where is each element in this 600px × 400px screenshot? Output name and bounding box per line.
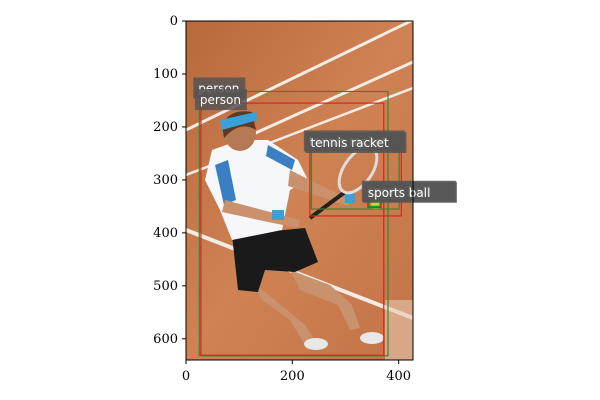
- x-axis: 0 200 400: [182, 360, 411, 384]
- detection-label-text: person: [200, 93, 241, 107]
- y-tick-label: 200: [153, 120, 178, 135]
- court-line: [186, 21, 413, 132]
- player-shorts: [232, 228, 318, 292]
- shirt-stripe: [215, 160, 236, 205]
- court-line: [239, 60, 413, 142]
- player-leg: [250, 280, 318, 350]
- y-axis: 0 100 200 300 400 500 600: [153, 14, 186, 347]
- x-tick-label: 400: [386, 369, 411, 384]
- shoe: [360, 332, 384, 344]
- axes-frame: [185, 20, 414, 361]
- detection-label-bg: [362, 181, 457, 203]
- detection-label-text: sports ball: [368, 186, 431, 200]
- detection-label-text: tennis racket: [310, 136, 388, 150]
- y-tick-label: 300: [153, 173, 178, 188]
- y-tick-label: 0: [170, 14, 178, 29]
- shoe: [304, 338, 328, 350]
- player-arm: [222, 200, 300, 228]
- detection-label-bg: [305, 132, 407, 154]
- detection-label: person: [194, 89, 247, 111]
- shirt-stripe: [266, 145, 295, 170]
- light-patch: [385, 300, 413, 360]
- wristband: [345, 193, 355, 203]
- headband: [220, 112, 258, 130]
- y-tick-label: 600: [153, 332, 178, 347]
- player: [205, 111, 384, 350]
- x-tick-label: 0: [182, 369, 190, 384]
- player-arm: [288, 170, 350, 206]
- wristband: [272, 210, 284, 220]
- detection-box: [200, 102, 385, 356]
- detection-label-bg: [194, 89, 247, 111]
- y-tick-label: 400: [153, 226, 178, 241]
- player-leg: [290, 270, 360, 330]
- x-tick-label: 200: [280, 369, 305, 384]
- y-tick-label: 500: [153, 279, 178, 294]
- racket-handle: [308, 190, 347, 220]
- detection-label: tennis racket: [305, 132, 407, 154]
- y-tick-label: 100: [153, 67, 178, 82]
- detection-label: sports ball: [362, 181, 457, 203]
